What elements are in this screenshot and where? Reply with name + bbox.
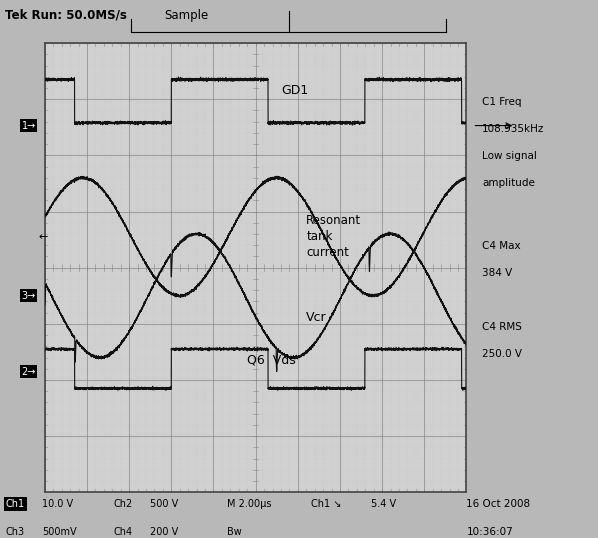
Text: Bᴡ: Bᴡ: [227, 527, 242, 536]
Text: 1→: 1→: [22, 121, 36, 131]
Text: 10.0 V: 10.0 V: [42, 499, 73, 509]
Text: 500mV: 500mV: [42, 527, 77, 536]
Text: 108.935kHz: 108.935kHz: [482, 124, 545, 134]
Text: amplitude: amplitude: [482, 178, 535, 188]
Text: C1 Freq: C1 Freq: [482, 97, 521, 107]
Text: M 2.00μs: M 2.00μs: [227, 499, 271, 509]
Text: Sample: Sample: [164, 9, 209, 22]
Text: GD1: GD1: [281, 83, 308, 97]
Text: Ch4: Ch4: [114, 527, 133, 536]
Text: Ch3: Ch3: [6, 527, 25, 536]
Text: 10:36:07: 10:36:07: [466, 527, 513, 536]
Text: 200 V: 200 V: [150, 527, 178, 536]
Text: 500 V: 500 V: [150, 499, 178, 509]
Text: 5.4 V: 5.4 V: [371, 499, 396, 509]
Text: ←: ←: [38, 232, 48, 242]
Text: 384 V: 384 V: [482, 268, 512, 278]
Text: C4 Max: C4 Max: [482, 240, 521, 251]
Text: Ch1: Ch1: [6, 499, 25, 509]
Text: Low signal: Low signal: [482, 151, 537, 161]
Text: Q6  Vds: Q6 Vds: [247, 353, 296, 366]
Text: Vcr: Vcr: [306, 311, 327, 324]
Text: C4 RMS: C4 RMS: [482, 322, 522, 331]
Text: 2→: 2→: [22, 366, 36, 377]
Text: Tek Run: 50.0MS/s: Tek Run: 50.0MS/s: [5, 9, 127, 22]
Text: 16 Oct 2008: 16 Oct 2008: [466, 499, 530, 509]
Text: Ch1 ↘: Ch1 ↘: [311, 499, 341, 509]
Text: 3→: 3→: [22, 291, 36, 301]
Text: Resonant
tank
current: Resonant tank current: [306, 215, 361, 259]
Text: 250.0 V: 250.0 V: [482, 349, 522, 358]
Text: Ch2: Ch2: [114, 499, 133, 509]
